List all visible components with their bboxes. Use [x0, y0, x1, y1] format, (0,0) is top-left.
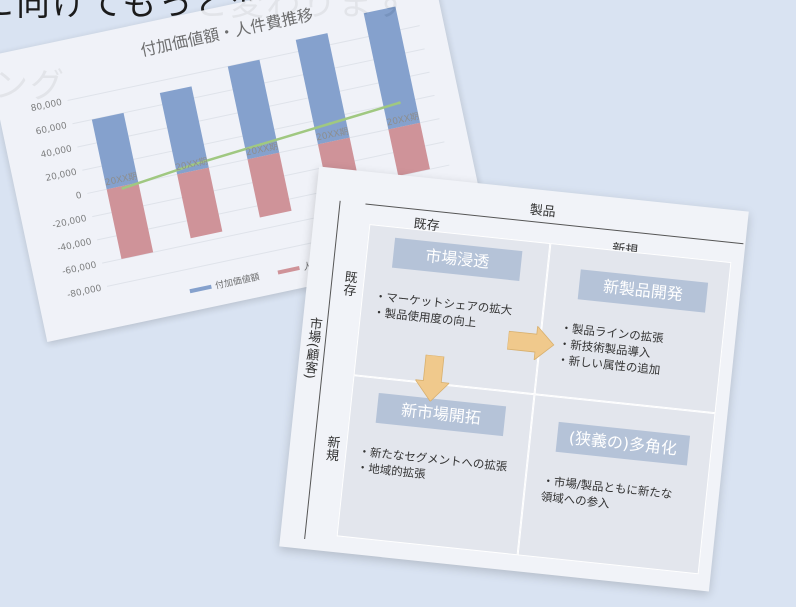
line-point	[328, 122, 332, 126]
bar-mark	[247, 152, 292, 218]
quadrant-diversification: (狭義の)多角化 ・市場/製品ともに新たな 領域への参入	[517, 394, 716, 575]
bar-mark	[295, 33, 350, 145]
quadrant-title: 市場浸透	[391, 237, 523, 282]
quadrant-bullets: ・マーケットシェアの拡大 ・製品使用度の向上	[372, 288, 513, 334]
y-tick-label: 60,000	[35, 121, 68, 137]
line-point	[397, 101, 401, 105]
y-tick-label: -80,000	[66, 284, 102, 301]
y-tick-label: -60,000	[61, 260, 97, 277]
y-tick-label: -20,000	[52, 214, 88, 231]
line-point	[121, 186, 125, 190]
legend-swatch	[277, 266, 300, 275]
bar-mark	[363, 6, 421, 130]
y-tick-label: -40,000	[56, 237, 92, 254]
chart-slide: 付加価値額・人件費推移 80,000 60,000 40,000 20,000 0 -20…	[0, 0, 492, 343]
quadrant-bullets: ・市場/製品ともに新たな 領域への参入	[540, 473, 673, 518]
quadrant-market-penetration: 市場浸透 ・マーケットシェアの拡大 ・製品使用度の向上	[353, 224, 551, 395]
row-existing-label: 既存	[339, 269, 358, 297]
bar-mark	[106, 182, 154, 260]
bar-mark	[91, 112, 139, 190]
axis-product-label: 製品	[528, 202, 557, 221]
y-tick-label: 20,000	[45, 167, 78, 183]
quadrant-market-development: 新市場開拓 ・新たなセグメントへの拡張 ・地域的拡張	[336, 375, 535, 556]
bar-mark	[177, 167, 223, 239]
legend-swatch	[189, 284, 212, 294]
axis-market-label: 市場(顧客)	[300, 316, 323, 380]
quadrant-product-development: 新製品開発 ・製品ラインの拡張 ・新技術製品導入 ・新しい属性の追加	[534, 243, 732, 414]
quadrant-title: 新製品開発	[577, 269, 709, 313]
y-tick-label: 0	[75, 191, 83, 202]
bar-mark	[159, 86, 209, 175]
legend-label: 付加価値額	[214, 271, 261, 292]
line-point	[190, 163, 194, 167]
quadrant-title: (狭義の)多角化	[555, 421, 691, 466]
y-tick-label: 80,000	[30, 98, 63, 114]
row-new-label: 新規	[322, 434, 341, 462]
y-tick-label: 40,000	[40, 144, 73, 160]
ansoff-matrix-slide: 製品 既存 新規 市場(顧客) 既存 新規 市場浸透 ・マーケットシェアの拡大 …	[279, 166, 749, 592]
quadrant-bullets: ・製品ラインの拡張 ・新技術製品導入 ・新しい属性の追加	[556, 320, 665, 379]
bar-line-chart: 付加価値額・人件費推移 80,00060,00040,00020,0000-20…	[30, 5, 460, 301]
bar-mark	[388, 122, 430, 176]
line-point	[259, 142, 263, 146]
arrow-right-icon	[506, 325, 555, 361]
arrow-down-icon	[414, 354, 451, 402]
quadrant-bullets: ・新たなセグメントへの拡張 ・地域的拡張	[356, 443, 508, 490]
bar-mark	[227, 59, 280, 160]
